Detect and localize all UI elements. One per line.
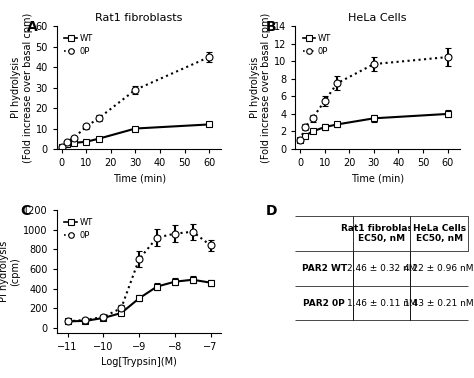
Text: D: D xyxy=(266,204,277,218)
Text: B: B xyxy=(266,20,276,34)
Title: HeLa Cells: HeLa Cells xyxy=(348,13,407,23)
Legend: WT, 0P: WT, 0P xyxy=(61,214,96,243)
Legend: WT, 0P: WT, 0P xyxy=(61,31,96,59)
X-axis label: Time (min): Time (min) xyxy=(112,174,166,183)
Y-axis label: PI hydrolysis
(Fold increase over basal cpm): PI hydrolysis (Fold increase over basal … xyxy=(249,12,271,163)
Text: A: A xyxy=(27,20,38,34)
X-axis label: Log[Trypsin](M): Log[Trypsin](M) xyxy=(101,357,177,367)
Text: C: C xyxy=(21,204,31,218)
Y-axis label: PI hydrolysis
(Fold increase over basal cpm): PI hydrolysis (Fold increase over basal … xyxy=(11,12,33,163)
Legend: WT, 0P: WT, 0P xyxy=(300,31,335,59)
X-axis label: Time (min): Time (min) xyxy=(351,174,404,183)
Title: Rat1 fibroblasts: Rat1 fibroblasts xyxy=(95,13,183,23)
Y-axis label: PI hydrolysis
(cpm): PI hydrolysis (cpm) xyxy=(0,241,20,302)
